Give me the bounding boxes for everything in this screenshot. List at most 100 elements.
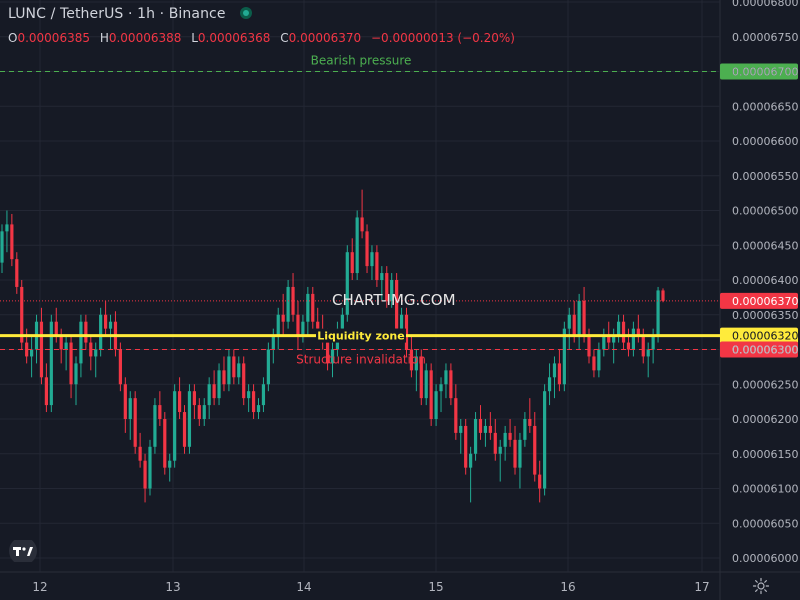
x-tick-label: 14 <box>296 580 311 594</box>
candle-body <box>612 335 616 343</box>
candle-body <box>103 314 108 329</box>
candle <box>138 432 142 468</box>
last-price-label: 0.00006370 <box>732 295 798 308</box>
candle <box>528 398 532 433</box>
candle <box>153 398 157 454</box>
symbol-name[interactable]: LUNC <box>8 6 46 22</box>
candle-body <box>340 314 344 329</box>
candle-body <box>108 321 113 329</box>
candle <box>247 384 251 413</box>
candle-body <box>207 384 211 406</box>
gear-icon[interactable] <box>752 577 770 595</box>
candle <box>311 286 315 329</box>
candle <box>291 273 295 322</box>
horizontal-level: Liquidity zone 0.00006320 <box>0 327 798 344</box>
candle-body <box>173 391 177 461</box>
candle-body <box>651 335 655 350</box>
candle <box>355 210 359 280</box>
candle-body <box>44 377 48 406</box>
last-price-marker: 0.00006370 <box>720 292 798 309</box>
candle <box>360 189 364 239</box>
level-label: Liquidity zone <box>317 330 404 343</box>
candle-body <box>25 342 29 357</box>
candle <box>306 286 310 336</box>
candle-body <box>168 460 172 468</box>
candle <box>276 307 280 350</box>
candle-body <box>64 342 68 350</box>
candle-body <box>631 328 636 350</box>
candle-body <box>661 290 665 301</box>
candle <box>207 377 211 419</box>
candle <box>424 363 428 406</box>
price-tag-label: 0.00006300 <box>732 344 798 357</box>
candle <box>15 252 19 294</box>
candle <box>449 363 453 406</box>
y-tick-label: 0.00006750 <box>732 31 798 44</box>
candle <box>380 266 384 301</box>
interval-label[interactable]: · 1h · <box>127 6 165 22</box>
y-tick-label: 0.00006800 <box>732 0 798 9</box>
candle-body <box>212 384 216 399</box>
candle-body <box>247 391 251 399</box>
candle <box>232 349 236 385</box>
candle-body <box>123 384 127 419</box>
candle-body <box>582 300 586 336</box>
candle <box>5 210 9 253</box>
candle <box>10 213 14 267</box>
candle-body <box>646 349 650 357</box>
y-tick-label: 0.00006500 <box>732 205 798 218</box>
candle-body <box>567 314 571 329</box>
candle <box>133 391 137 454</box>
y-tick-label: 0.00006050 <box>732 517 798 530</box>
candle <box>636 314 640 343</box>
tradingview-logo-icon[interactable] <box>8 540 38 562</box>
price-tag <box>720 341 798 358</box>
candle-body <box>533 425 537 475</box>
level-label-bg <box>316 328 406 343</box>
candle <box>473 412 478 461</box>
candle-body <box>133 398 137 447</box>
candle-body <box>291 286 295 315</box>
price-tag <box>720 327 798 344</box>
candle <box>597 342 601 378</box>
y-tick-label: 0.00006000 <box>732 552 798 565</box>
candle <box>562 321 566 392</box>
candle-body <box>281 314 285 322</box>
candle-body <box>518 439 522 468</box>
candle <box>592 349 596 378</box>
y-tick-label: 0.00006400 <box>732 274 798 287</box>
candle <box>469 446 473 503</box>
candle <box>128 391 132 440</box>
candle-body <box>597 349 601 371</box>
candle-body <box>429 370 433 419</box>
candle-body <box>187 391 192 447</box>
candle <box>74 356 78 406</box>
y-tick-label: 0.00006150 <box>732 448 798 461</box>
candle <box>488 412 492 440</box>
x-tick-label: 15 <box>428 580 443 594</box>
y-tick-label: 0.00006300 <box>732 344 798 357</box>
candle <box>49 314 53 413</box>
symbol-separator: / <box>50 6 56 22</box>
candle <box>508 419 512 447</box>
candle <box>656 286 660 343</box>
candle-body <box>424 370 428 399</box>
horizontal-level: Structure invalidation 0.00006300 <box>0 341 798 367</box>
candle <box>459 419 463 454</box>
y-tick-label: 0.00006700 <box>732 66 798 79</box>
candle-body <box>192 391 196 406</box>
candle-body <box>572 314 576 336</box>
candle <box>404 307 409 357</box>
candle-body <box>543 391 547 489</box>
candle <box>237 356 241 385</box>
candle-body <box>439 384 443 392</box>
candle-body <box>473 419 478 454</box>
y-tick-label: 0.00006450 <box>732 239 798 252</box>
candle-body <box>69 342 73 385</box>
last-price-tag <box>720 292 798 309</box>
candle-body <box>0 231 4 263</box>
candle <box>454 384 458 440</box>
candle-body <box>20 286 24 343</box>
candle <box>29 335 34 378</box>
